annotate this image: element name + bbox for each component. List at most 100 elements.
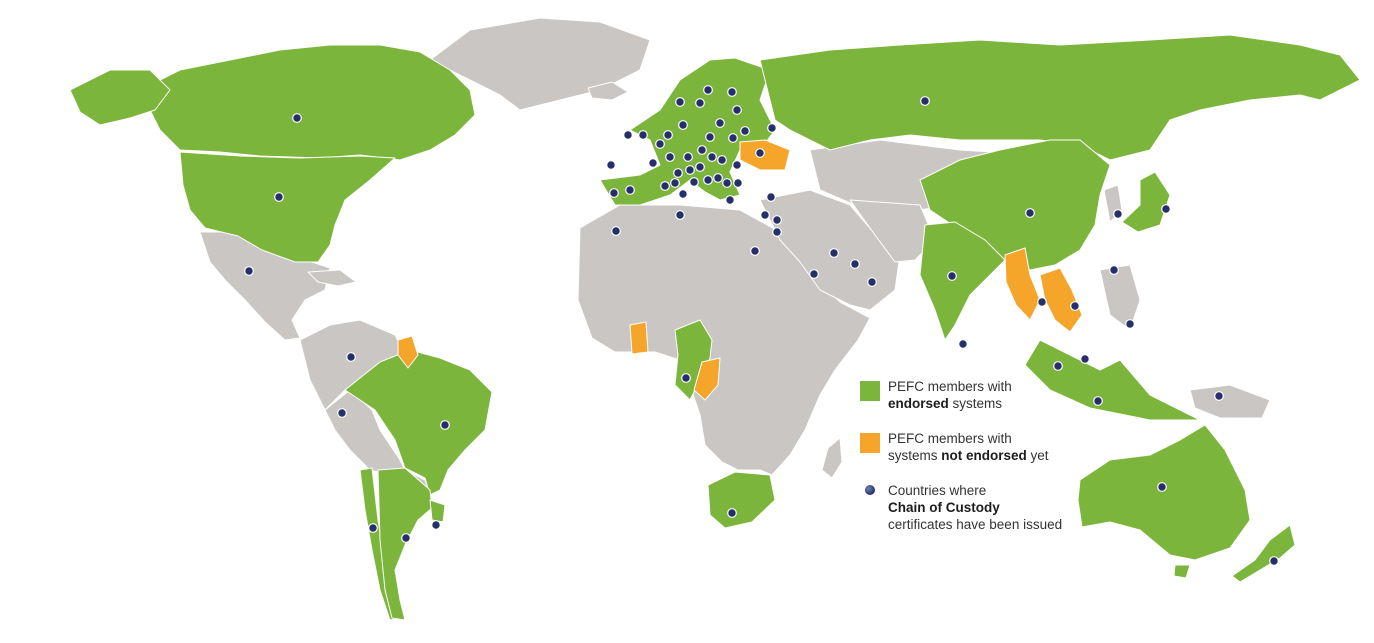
coc-marker-dot	[1113, 209, 1123, 219]
coc-marker-dot	[772, 227, 782, 237]
congo-shape	[693, 357, 721, 401]
coc-marker-dot	[675, 97, 685, 107]
coc-marker-dot	[611, 226, 621, 236]
japan-shape	[1121, 171, 1171, 233]
malaysia-indonesia-shape	[1024, 339, 1201, 421]
coc-marker-dot	[401, 533, 411, 543]
legend-coc-line1: Countries where	[888, 483, 987, 498]
myanmar-shape	[1004, 247, 1041, 321]
brazil-shape	[344, 349, 493, 496]
legend-not-endorsed-line1: PEFC members with	[888, 431, 1012, 446]
coc-marker-dot	[697, 145, 707, 155]
coc-marker-dot	[705, 132, 715, 142]
coc-marker-dot	[703, 175, 713, 185]
legend-coc-line3: certificates have been issued	[888, 517, 1063, 532]
russia-shape	[759, 34, 1361, 161]
coc-marker-dot	[715, 118, 725, 128]
coc-marker-dot	[638, 130, 648, 140]
coc-marker-dot	[829, 248, 839, 258]
coc-marker-dot	[1125, 319, 1135, 329]
legend-label-chain-of-custody: Countries where Chain of Custody certifi…	[888, 482, 1110, 533]
coc-marker-dot	[772, 215, 782, 225]
coc-marker-dot	[1109, 265, 1119, 275]
legend-swatch-endorsed	[860, 381, 880, 401]
south-africa-shape	[707, 471, 776, 529]
guyana-shape	[397, 335, 419, 369]
coc-marker-dot	[850, 259, 860, 269]
argentina-shape	[377, 467, 433, 621]
uruguay-shape	[429, 499, 446, 523]
legend-label-endorsed: PEFC members with endorsed systems	[888, 378, 1110, 412]
coc-marker-dot	[1214, 391, 1224, 401]
legend-label-not-endorsed: PEFC members with systems not endorsed y…	[888, 430, 1110, 464]
coc-marker-dot	[678, 189, 688, 199]
ukraine-shape	[739, 139, 791, 171]
coc-marker-dot	[1161, 204, 1171, 214]
coc-marker-dot	[681, 373, 691, 383]
coc-marker-dot	[1070, 301, 1080, 311]
coc-marker-dot	[1037, 297, 1047, 307]
coc-marker-dot	[675, 210, 685, 220]
coc-marker-dot	[727, 87, 737, 97]
coc-marker-dot	[695, 162, 705, 172]
coc-marker-dot	[732, 160, 742, 170]
coc-marker-dot	[722, 178, 732, 188]
coc-marker-dot	[1080, 354, 1090, 364]
coc-marker-dot	[673, 168, 683, 178]
legend-item-not-endorsed: PEFC members with systems not endorsed y…	[860, 430, 1110, 470]
coc-marker-dot	[440, 420, 450, 430]
coc-marker-dot	[648, 158, 658, 168]
coc-marker-dot	[727, 508, 737, 518]
coc-marker-dot	[958, 339, 968, 349]
coc-marker-dot	[1093, 396, 1103, 406]
australia-shape	[1077, 424, 1251, 561]
countries-layer	[69, 17, 1361, 621]
coc-marker-dot	[725, 195, 735, 205]
coc-marker-dot	[606, 160, 616, 170]
se-asia-islands-shape	[1099, 264, 1141, 331]
coc-marker-dot	[755, 148, 765, 158]
coc-marker-dot	[689, 177, 699, 187]
coc-marker-dot	[947, 271, 957, 281]
coc-marker-dot	[685, 165, 695, 175]
coc-marker-dot	[717, 155, 727, 165]
legend-marker-dot-icon	[865, 485, 875, 495]
middle-east-shape	[759, 189, 901, 311]
legend-item-chain-of-custody: Countries where Chain of Custody certifi…	[860, 482, 1110, 533]
coc-marker-dot	[431, 520, 441, 530]
iceland-shape	[587, 81, 629, 101]
coc-marker-dot	[750, 246, 760, 256]
coc-marker-dot	[346, 352, 356, 362]
legend-coc-bold: Chain of Custody	[888, 500, 1000, 515]
legend-endorsed-rest: systems	[948, 396, 1003, 411]
coc-marker-dot	[767, 123, 777, 133]
caribbean-shape	[307, 269, 357, 287]
coc-marker-dot	[625, 185, 635, 195]
iran-afghan-shape	[849, 199, 936, 263]
coc-marker-dot	[703, 85, 713, 95]
tasmania-shape	[1173, 564, 1191, 579]
coc-marker-dot	[609, 188, 619, 198]
madagascar-shape	[821, 437, 843, 479]
coc-marker-dot	[274, 192, 284, 202]
legend-not-endorsed-rest: yet	[1026, 448, 1049, 463]
legend-not-endorsed-bold: not endorsed	[941, 448, 1027, 463]
coc-marker-dot	[760, 210, 770, 220]
coc-marker-dot	[867, 277, 877, 287]
coc-marker-dot	[740, 126, 750, 136]
coc-marker-dot	[1269, 556, 1279, 566]
usa-shape	[179, 151, 396, 263]
coc-marker-dot	[707, 152, 717, 162]
legend-item-endorsed: PEFC members with endorsed systems	[860, 378, 1110, 418]
coc-marker-dot	[292, 113, 302, 123]
coc-marker-dot	[920, 96, 930, 106]
coc-marker-dot	[665, 152, 675, 162]
coc-marker-dot	[728, 133, 738, 143]
coc-marker-dot	[1053, 361, 1063, 371]
legend-not-endorsed-pre: systems	[888, 448, 942, 463]
coc-marker-dot	[670, 178, 680, 188]
coc-marker-dot	[663, 130, 673, 140]
legend-endorsed-bold: endorsed	[888, 396, 949, 411]
legend-endorsed-line1: PEFC members with	[888, 379, 1012, 394]
